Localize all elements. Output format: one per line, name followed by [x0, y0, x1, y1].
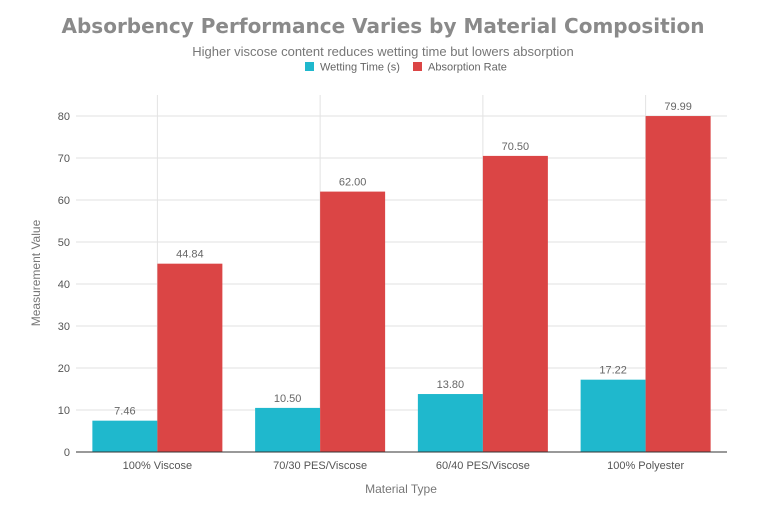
bar-absorption-rate-100-viscose [157, 263, 223, 452]
legend-label-wetting-time: Wetting Time (s) [320, 62, 400, 74]
chart-subtitle: Higher viscose content reduces wetting t… [192, 44, 574, 59]
bar-absorption-rate-60-40-pes-viscose [482, 155, 548, 452]
bar-wetting-time-s-60-40-pes-viscose [417, 394, 483, 452]
y-tick-label: 60 [58, 195, 70, 207]
y-tick-label: 70 [58, 153, 70, 165]
data-label-wetting-time-s-60-40-pes-viscose: 13.80 [437, 379, 465, 391]
axes: 0 10 20 30 40 50 60 70 80 100% Viscose 70/30 PES/V… [58, 111, 727, 472]
x-tick-label: 60/40 PES/Viscose [436, 460, 530, 472]
legend-label-absorption-rate: Absorption Rate [428, 62, 507, 74]
bar-absorption-rate-100-polyester [645, 116, 711, 453]
legend: Wetting Time (s) Absorption Rate [305, 62, 507, 74]
legend-swatch-absorption-rate [413, 62, 422, 71]
y-tick-label: 40 [58, 279, 70, 291]
x-tick-label: 100% Polyester [607, 460, 684, 472]
y-axis-title: Measurement Value [29, 219, 43, 326]
bar-wetting-time-s-100-polyester [580, 379, 646, 452]
data-label-wetting-time-s-100-viscose: 7.46 [114, 406, 135, 418]
x-tick-label: 70/30 PES/Viscose [273, 460, 367, 472]
y-tick-label: 20 [58, 363, 70, 375]
bar-wetting-time-s-100-viscose [92, 420, 158, 452]
y-tick-label: 50 [58, 237, 70, 249]
data-label-absorption-rate-60-40-pes-viscose: 70.50 [502, 141, 530, 153]
legend-swatch-wetting-time [305, 62, 314, 71]
x-axis-title: Material Type [365, 482, 437, 496]
y-tick-label: 0 [64, 447, 70, 459]
data-label-wetting-time-s-70-30-pes-viscose: 10.50 [274, 393, 302, 405]
data-label-absorption-rate-70-30-pes-viscose: 62.00 [339, 177, 367, 189]
x-tick-label: 100% Viscose [123, 460, 193, 472]
y-tick-label: 30 [58, 321, 70, 333]
data-labels: 7.46 44.84 10.50 62.00 13.80 70.50 17.22 79.99 [114, 101, 692, 418]
bars [92, 116, 711, 453]
bar-absorption-rate-70-30-pes-viscose [320, 191, 386, 452]
data-label-absorption-rate-100-polyester: 79.99 [664, 101, 692, 113]
bar-wetting-time-s-70-30-pes-viscose [255, 407, 321, 452]
y-tick-label: 10 [58, 405, 70, 417]
data-label-wetting-time-s-100-polyester: 17.22 [599, 365, 627, 377]
chart-title: Absorbency Performance Varies by Materia… [62, 14, 705, 38]
data-label-absorption-rate-100-viscose: 44.84 [176, 249, 204, 261]
y-tick-label: 80 [58, 111, 70, 123]
